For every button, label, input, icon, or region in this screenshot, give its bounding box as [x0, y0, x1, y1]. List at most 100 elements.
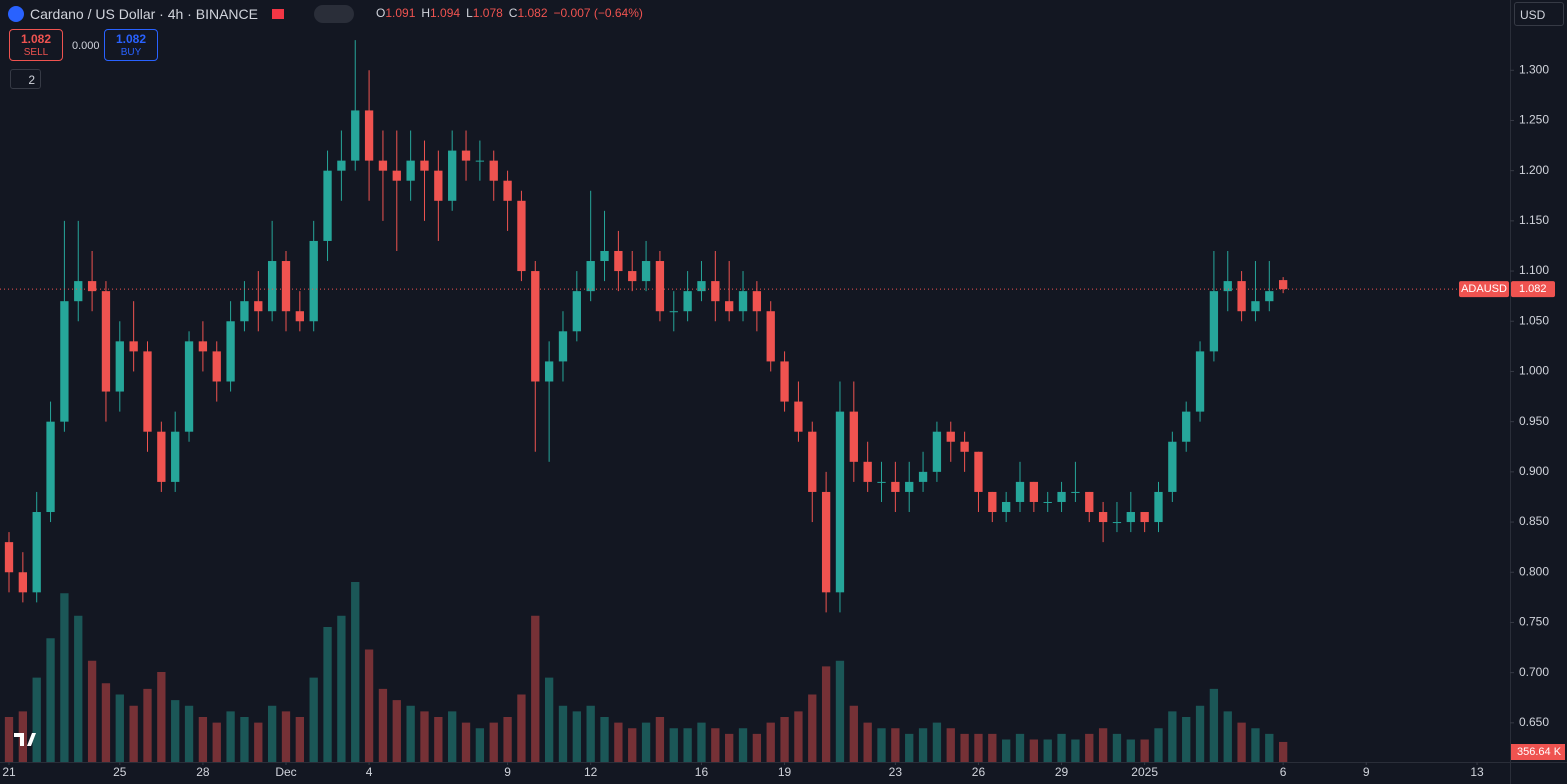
- volume-bar: [808, 694, 817, 762]
- y-tick-label: 0.700: [1519, 665, 1549, 679]
- candle-body: [1071, 491, 1080, 493]
- candle-body: [1085, 491, 1094, 513]
- volume-bar: [572, 711, 581, 762]
- candle-body: [1265, 291, 1274, 302]
- candle-body: [475, 160, 485, 162]
- volume-bar: [267, 705, 277, 762]
- volume-bar: [434, 717, 443, 762]
- x-tick-label: 23: [889, 765, 903, 779]
- candle-body: [226, 321, 235, 382]
- currency-select[interactable]: USD: [1514, 2, 1564, 26]
- volume-bar: [600, 717, 609, 762]
- y-tick-label: 0.800: [1519, 564, 1549, 578]
- volume-bar: [932, 722, 942, 762]
- candle-body: [1015, 481, 1025, 502]
- volume-bar: [1112, 733, 1122, 762]
- candle-body: [32, 512, 41, 593]
- volume-bar: [226, 711, 235, 762]
- volume-bar: [212, 722, 221, 762]
- candle-body: [821, 491, 831, 593]
- y-tick-label: 1.300: [1519, 62, 1549, 76]
- volume-bar: [669, 728, 678, 762]
- x-tick-label: 2025: [1131, 765, 1158, 779]
- candle-body: [614, 250, 623, 272]
- coin-icon: [8, 6, 24, 22]
- volume-bar: [1015, 733, 1025, 762]
- candle-body: [725, 301, 734, 312]
- volume-bar: [766, 722, 775, 762]
- candle-body: [572, 291, 581, 332]
- candle-body: [669, 311, 678, 313]
- candle-body: [129, 341, 138, 352]
- candle-body: [946, 431, 955, 442]
- volume-bar: [960, 733, 969, 762]
- indicators-toggle[interactable]: 2: [10, 69, 41, 89]
- volume-bar: [614, 722, 623, 762]
- x-tick-label: 4: [366, 765, 373, 779]
- y-tick-label: 1.250: [1519, 113, 1549, 127]
- candle-body: [1112, 522, 1122, 524]
- candle-body: [960, 441, 969, 452]
- volume-bar: [1002, 739, 1011, 762]
- candle-body: [544, 361, 554, 382]
- volume-bar: [240, 717, 249, 762]
- volume-bar: [489, 722, 498, 762]
- volume-bar: [558, 705, 568, 762]
- buy-button[interactable]: 1.082 BUY: [104, 29, 158, 61]
- candle-body: [1126, 512, 1135, 523]
- price-label: 1.082: [1519, 283, 1547, 295]
- volume-bar: [752, 733, 762, 762]
- x-tick-label: 29: [1055, 765, 1069, 779]
- volume-label: 356.64 K: [1517, 746, 1562, 758]
- candle-body: [655, 261, 665, 312]
- candle-body: [1209, 291, 1219, 352]
- volume-bar: [1237, 722, 1246, 762]
- volume-bar: [32, 677, 41, 762]
- status-pill[interactable]: [313, 5, 354, 23]
- currency: USD: [1520, 8, 1546, 22]
- candle-body: [988, 491, 997, 513]
- volume-bar: [392, 700, 401, 762]
- candle-body: [351, 110, 360, 161]
- volume-bar: [378, 688, 388, 762]
- volume-bar: [337, 615, 346, 762]
- x-tick-label: 28: [196, 765, 210, 779]
- candle-body: [1002, 501, 1011, 513]
- x-tick-label: 9: [504, 765, 511, 779]
- volume-bar: [184, 705, 194, 762]
- volume-bar: [1209, 688, 1219, 762]
- sell-button[interactable]: 1.082 SELL: [9, 29, 63, 61]
- y-tick-label: 0.900: [1519, 464, 1549, 478]
- volume-bar: [655, 717, 665, 762]
- volume-pill: [1511, 744, 1565, 760]
- candle-body: [1043, 501, 1052, 503]
- volume-bar: [946, 728, 955, 762]
- candle-body: [378, 160, 388, 171]
- volume-bar: [517, 694, 526, 762]
- candle-body: [1237, 281, 1246, 312]
- candle-body: [1154, 491, 1163, 523]
- candle-body: [184, 341, 194, 432]
- volume-bar: [115, 694, 124, 762]
- price-name: ADAUSD: [1461, 283, 1507, 295]
- candle-body: [683, 291, 692, 312]
- change: −0.007 (−0.64%): [553, 6, 643, 20]
- volume-bar: [905, 733, 914, 762]
- candle-body: [87, 281, 97, 292]
- candle-body: [891, 481, 900, 492]
- candle-body: [1168, 441, 1177, 492]
- buy-label: BUY: [120, 47, 142, 58]
- candle-body: [448, 150, 457, 201]
- buy-price: 1.082: [115, 32, 147, 46]
- volume-bar: [988, 733, 997, 762]
- candle-body: [780, 361, 789, 402]
- candle-body: [600, 250, 609, 262]
- candle-body: [766, 311, 775, 362]
- volume-bar: [1057, 733, 1066, 762]
- volume-bar: [1098, 728, 1108, 762]
- candle-body: [1057, 491, 1066, 502]
- volume-bar: [780, 717, 789, 762]
- ohlc-value: 1.094: [430, 6, 461, 20]
